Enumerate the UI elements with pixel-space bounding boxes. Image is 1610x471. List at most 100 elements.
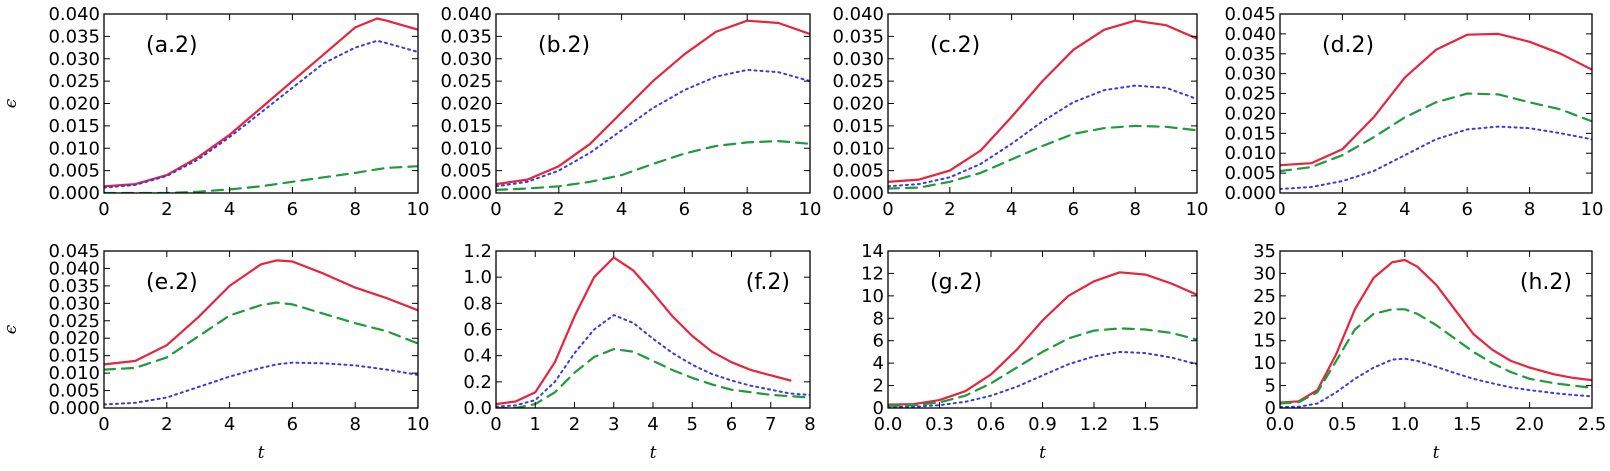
- y-tick-label: 0.010: [48, 363, 100, 384]
- x-tick-label: 1.5: [1131, 414, 1160, 435]
- x-axis-label: t: [650, 443, 657, 463]
- y-tick-label: 0.015: [832, 116, 884, 137]
- series-line-2: [1280, 125, 1592, 190]
- x-tick-label: 4: [224, 199, 235, 220]
- panel-label: (a.2): [146, 33, 198, 58]
- series-line-1: [104, 17, 418, 188]
- y-tick-label: 0.030: [48, 293, 100, 314]
- x-tick-label: 0.0: [874, 414, 903, 435]
- y-tick-label: 35: [1253, 241, 1276, 262]
- panel-b2: 0 2 4 6 8 100.0000.0050.0100.0150.0200.0250.0…: [440, 4, 821, 220]
- series-line-3: [888, 124, 1197, 190]
- y-tick-label: 0.030: [832, 49, 884, 70]
- y-tick-label: 0.000: [48, 183, 100, 204]
- x-axis-label: t: [258, 443, 265, 463]
- series-line-3: [104, 165, 418, 193]
- x-tick-label: 1: [530, 414, 541, 435]
- panel-label: (g.2): [930, 270, 982, 295]
- y-tick-label: 0.030: [48, 49, 100, 70]
- panel-label: (h.2): [1520, 270, 1572, 295]
- x-tick-label: 2: [161, 199, 172, 220]
- x-tick-label: 7: [765, 414, 776, 435]
- y-tick-label: 25: [1253, 286, 1276, 307]
- y-axis-label: ϵ: [1, 98, 21, 108]
- y-tick-label: 0.015: [48, 116, 100, 137]
- y-tick-label: 12: [861, 263, 884, 284]
- y-tick-label: 8: [873, 308, 884, 329]
- y-tick-label: 0.020: [48, 328, 100, 349]
- x-tick-label: 8: [1129, 199, 1140, 220]
- axes-frame: [1279, 250, 1593, 409]
- series-line-2: [104, 39, 418, 189]
- y-tick-label: 0.025: [48, 311, 100, 332]
- x-tick-label: 0.5: [1328, 414, 1357, 435]
- x-tick-label: 4: [647, 414, 658, 435]
- y-tick-label: 0.010: [1224, 143, 1276, 164]
- y-axis-label: ϵ: [1, 324, 21, 334]
- x-tick-label: 5: [687, 414, 698, 435]
- x-tick-label: 0: [490, 414, 501, 435]
- y-tick-label: 0.035: [832, 26, 884, 47]
- x-tick-label: 1.2: [1080, 414, 1109, 435]
- y-tick-label: 0.0: [463, 398, 492, 419]
- x-tick-label: 6: [287, 414, 298, 435]
- series-line-2: [104, 361, 418, 406]
- x-tick-label: 6: [679, 199, 690, 220]
- panel-label: (d.2): [1322, 33, 1374, 58]
- y-tick-label: 0.040: [832, 4, 884, 25]
- series-line-1: [104, 259, 418, 366]
- x-tick-label: 6: [726, 414, 737, 435]
- x-tick-label: 10: [1581, 199, 1604, 220]
- y-tick-label: 0.8: [463, 293, 492, 314]
- series-line-1: [1280, 258, 1592, 404]
- x-tick-label: 2: [944, 199, 955, 220]
- y-tick-label: 0.040: [440, 4, 492, 25]
- y-tick-label: 0.005: [440, 161, 492, 182]
- x-axis-label: t: [1433, 443, 1440, 463]
- panel-c2: 0 2 4 6 8 100.0000.0050.0100.0150.0200.0250.0…: [832, 4, 1208, 220]
- y-tick-label: 0.6: [463, 320, 492, 341]
- y-tick-label: 0.005: [48, 161, 100, 182]
- x-tick-label: 0.3: [925, 414, 954, 435]
- x-tick-label: 2: [569, 414, 580, 435]
- series-line-3: [1280, 92, 1592, 173]
- y-tick-label: 0.000: [440, 183, 492, 204]
- y-tick-label: 5: [1265, 376, 1276, 397]
- x-tick-label: 0.0: [1266, 414, 1295, 435]
- y-tick-label: 0.2: [463, 372, 492, 393]
- y-tick-label: 0.025: [832, 71, 884, 92]
- y-tick-label: 0.025: [440, 71, 492, 92]
- x-tick-label: 4: [224, 414, 235, 435]
- y-tick-label: 0.045: [48, 241, 100, 262]
- series-line-3: [1280, 308, 1592, 405]
- y-tick-label: 1.0: [463, 267, 492, 288]
- y-tick-label: 0.040: [1224, 24, 1276, 45]
- x-tick-label: 0: [882, 199, 893, 220]
- y-tick-label: 0.020: [440, 94, 492, 115]
- x-tick-label: 8: [349, 199, 360, 220]
- panel-d2: 0 2 4 6 8 100.0000.0050.0100.0150.0200.0250.0…: [1224, 4, 1603, 220]
- x-tick-label: 2: [553, 199, 564, 220]
- y-tick-label: 0.005: [832, 161, 884, 182]
- y-tick-label: 0.010: [440, 138, 492, 159]
- y-tick-label: 1.2: [463, 241, 492, 262]
- x-tick-label: 10: [407, 414, 430, 435]
- y-tick-label: 0.035: [48, 276, 100, 297]
- series-line-2: [496, 68, 810, 188]
- series-line-1: [1280, 32, 1592, 167]
- x-tick-label: 8: [1524, 199, 1535, 220]
- panel-label: (f.2): [746, 270, 790, 295]
- series-line-1: [496, 19, 810, 186]
- y-tick-label: 14: [861, 241, 884, 262]
- y-tick-label: 0.005: [48, 381, 100, 402]
- x-tick-label: 0.9: [1028, 414, 1057, 435]
- y-tick-label: 0.020: [832, 94, 884, 115]
- y-tick-label: 0.015: [1224, 123, 1276, 144]
- x-tick-label: 4: [616, 199, 627, 220]
- x-tick-label: 6: [1068, 199, 1079, 220]
- y-tick-label: 0.040: [48, 258, 100, 279]
- x-tick-label: 1.5: [1453, 414, 1482, 435]
- y-tick-label: 10: [1253, 353, 1276, 374]
- y-tick-label: 0.020: [1224, 103, 1276, 124]
